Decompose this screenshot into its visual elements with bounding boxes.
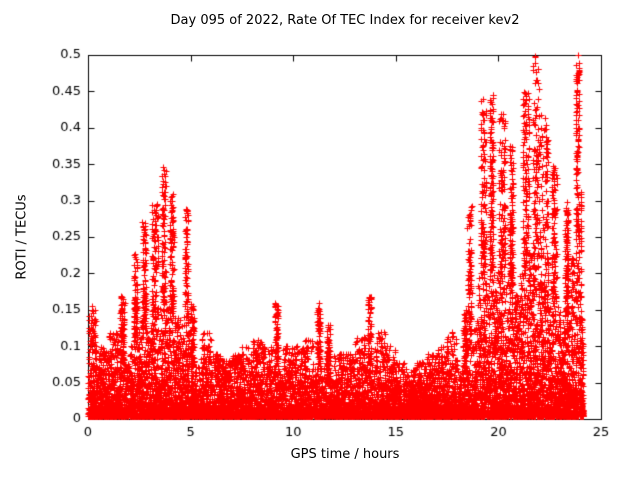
chart-title: Day 095 of 2022, Rate Of TEC Index for r… (170, 13, 520, 28)
y-axis-label: ROTI / TECUs (14, 194, 30, 280)
x-axis-label: GPS time / hours (290, 447, 400, 462)
